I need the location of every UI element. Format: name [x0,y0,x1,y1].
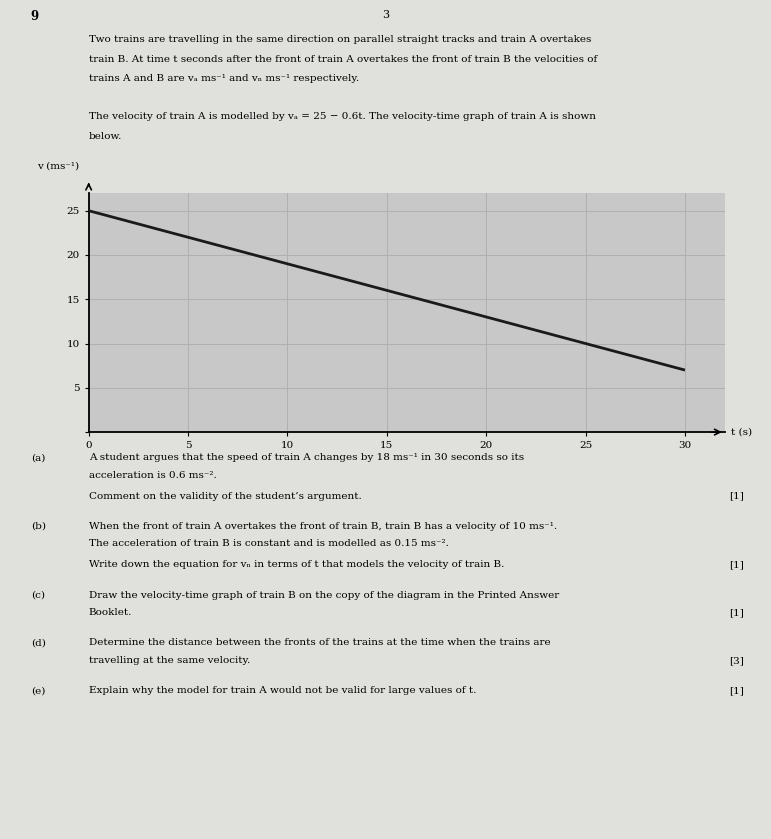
Text: v (ms⁻¹): v (ms⁻¹) [36,162,79,171]
Text: [1]: [1] [729,608,744,618]
Text: A student argues that the speed of train A changes by 18 ms⁻¹ in 30 seconds so i: A student argues that the speed of train… [89,453,524,462]
Text: Determine the distance between the fronts of the trains at the time when the tra: Determine the distance between the front… [89,638,550,648]
Text: The velocity of train A is modelled by vₐ = 25 − 0.6t. The velocity-time graph o: The velocity of train A is modelled by v… [89,112,596,122]
Text: [1]: [1] [729,686,744,696]
Text: acceleration is 0.6 ms⁻².: acceleration is 0.6 ms⁻². [89,471,217,480]
Text: (b): (b) [31,522,45,531]
Text: [3]: [3] [729,656,744,665]
Text: 9: 9 [31,10,39,23]
Text: Booklet.: Booklet. [89,608,132,618]
Text: trains A and B are vₐ ms⁻¹ and vₙ ms⁻¹ respectively.: trains A and B are vₐ ms⁻¹ and vₙ ms⁻¹ r… [89,74,359,83]
Text: The acceleration of train B is constant and is modelled as 0.15 ms⁻².: The acceleration of train B is constant … [89,539,449,549]
Text: [1]: [1] [729,560,744,570]
Text: t (s): t (s) [731,428,752,436]
Text: (e): (e) [31,686,45,696]
Text: Write down the equation for vₙ in terms of t that models the velocity of train B: Write down the equation for vₙ in terms … [89,560,504,570]
Text: Explain why the model for train A would not be valid for large values of t.: Explain why the model for train A would … [89,686,476,696]
Text: (c): (c) [31,591,45,600]
Text: Comment on the validity of the student’s argument.: Comment on the validity of the student’s… [89,492,362,501]
Text: 3: 3 [382,10,389,20]
Text: [1]: [1] [729,492,744,501]
Text: (d): (d) [31,638,45,648]
Text: (a): (a) [31,453,45,462]
Text: Draw the velocity-time graph of train B on the copy of the diagram in the Printe: Draw the velocity-time graph of train B … [89,591,559,600]
Text: When the front of train A overtakes the front of train B, train B has a velocity: When the front of train A overtakes the … [89,522,557,531]
Text: train B. At time t seconds after the front of train A overtakes the front of tra: train B. At time t seconds after the fro… [89,55,597,64]
Text: below.: below. [89,132,122,141]
Text: Two trains are travelling in the same direction on parallel straight tracks and : Two trains are travelling in the same di… [89,35,591,44]
Text: travelling at the same velocity.: travelling at the same velocity. [89,656,250,665]
